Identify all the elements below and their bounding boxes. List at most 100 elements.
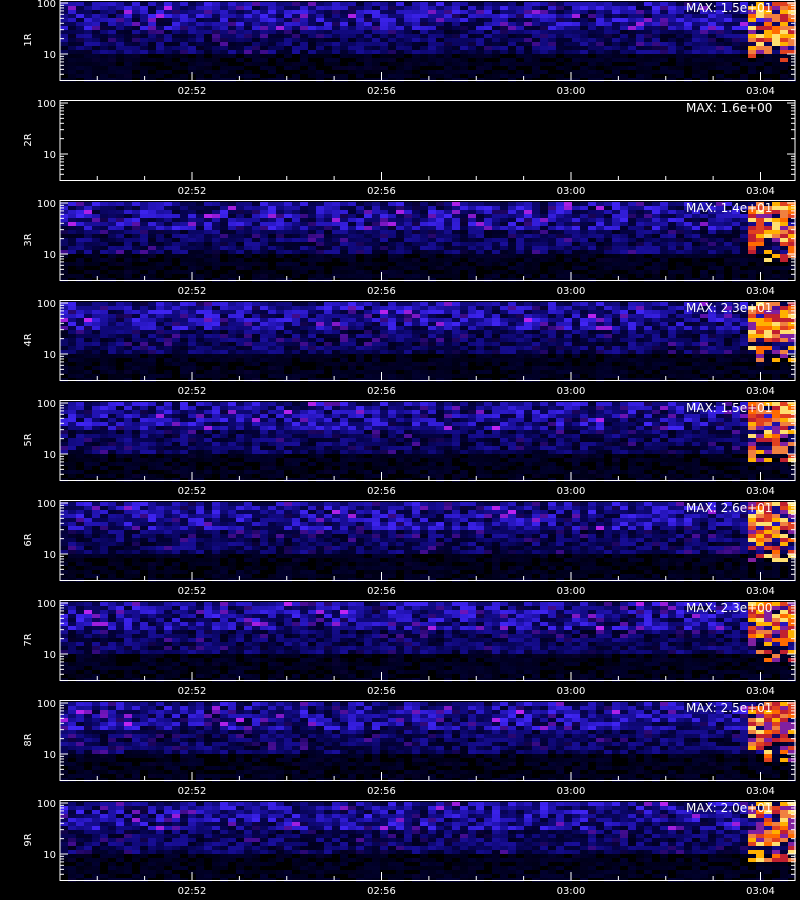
spectrogram-cell (68, 74, 76, 78)
spectrogram-cell (396, 302, 404, 306)
spectrogram-cell (292, 342, 300, 346)
spectrogram-cell (356, 302, 364, 306)
spectrogram-cell (572, 62, 580, 66)
spectrogram-cell (772, 338, 780, 342)
spectrogram-cell (196, 206, 204, 210)
spectrogram-cell (412, 334, 420, 338)
spectrogram-cell (524, 310, 532, 314)
spectrogram-cell (196, 214, 204, 218)
spectrogram-cell (660, 34, 668, 38)
spectrogram-cell (476, 310, 484, 314)
spectrogram-cell (428, 70, 436, 74)
spectrogram-cell (596, 214, 604, 218)
spectrogram-cell (284, 314, 292, 318)
spectrogram-cell (308, 210, 316, 214)
spectrogram-cell (660, 214, 668, 218)
spectrogram-cell (476, 70, 484, 74)
spectrogram-cell (436, 6, 444, 10)
spectrogram-cell (484, 358, 492, 362)
spectrogram-cell (252, 14, 260, 18)
spectrogram-cell (476, 230, 484, 234)
spectrogram-cell (732, 210, 740, 214)
spectrogram-cell (764, 350, 772, 354)
spectrogram-cell (132, 42, 140, 46)
spectrogram-cell (132, 234, 140, 238)
spectrogram-cell (764, 346, 772, 350)
spectrogram-cell (196, 58, 204, 62)
spectrogram-cell (260, 62, 268, 66)
spectrogram-cell (76, 202, 84, 206)
spectrogram-cell (596, 350, 604, 354)
spectrogram-cell (436, 226, 444, 230)
spectrogram-cell (212, 54, 220, 58)
spectrogram-cell (676, 330, 684, 334)
spectrogram-cell (76, 314, 84, 318)
spectrogram-cell (428, 58, 436, 62)
spectrogram-cell (772, 354, 780, 358)
spectrogram-cell (636, 66, 644, 70)
spectrogram-cell (780, 318, 788, 322)
spectrogram-cell (172, 322, 180, 326)
spectrogram-cell (212, 322, 220, 326)
spectrogram-cell (684, 10, 692, 14)
spectrogram-cell (668, 218, 676, 222)
spectrogram-cell (580, 70, 588, 74)
spectrogram-cell (452, 318, 460, 322)
spectrogram-cell (620, 310, 628, 314)
spectrogram-cell (308, 50, 316, 54)
spectrogram-cell (708, 330, 716, 334)
spectrogram-cell (132, 250, 140, 254)
spectrogram-cell (372, 230, 380, 234)
spectrogram-cell (604, 342, 612, 346)
spectrogram-cell (548, 26, 556, 30)
spectrogram-cell (452, 218, 460, 222)
spectrogram-cell (564, 26, 572, 30)
spectrogram-cell (100, 246, 108, 250)
spectrogram-cell (228, 258, 236, 262)
spectrogram-cell (204, 314, 212, 318)
spectrogram-cell (220, 250, 228, 254)
spectrogram-cell (76, 326, 84, 330)
spectrogram-cell (452, 242, 460, 246)
spectrogram-cell (364, 274, 372, 278)
spectrogram-cell (724, 6, 732, 10)
spectrogram-cell (652, 230, 660, 234)
spectrogram-cell (220, 74, 228, 78)
spectrogram-cell (388, 250, 396, 254)
spectrogram-cell (460, 50, 468, 54)
spectrogram-cell (132, 238, 140, 242)
spectrogram-cell (268, 222, 276, 226)
spectrogram-cell (140, 10, 148, 14)
spectrogram-cell (628, 206, 636, 210)
spectrogram-cell (356, 246, 364, 250)
spectrogram-cell (492, 302, 500, 306)
spectrogram-cell (332, 214, 340, 218)
spectrogram-cell (324, 338, 332, 342)
spectrogram-cell (100, 58, 108, 62)
spectrogram-cell (324, 250, 332, 254)
spectrogram-cell (396, 210, 404, 214)
spectrogram-cell (532, 326, 540, 330)
spectrogram-cell (468, 302, 476, 306)
spectrogram-cell (260, 266, 268, 270)
spectrogram-cell (292, 310, 300, 314)
spectrogram-cell (180, 358, 188, 362)
spectrogram-cell (140, 370, 148, 374)
spectrogram-cell (428, 246, 436, 250)
spectrogram-cell (500, 350, 508, 354)
spectrogram-cell (620, 258, 628, 262)
spectrogram-cell (236, 226, 244, 230)
spectrogram-cell (580, 322, 588, 326)
spectrogram-cell (284, 266, 292, 270)
spectrogram-cell (460, 214, 468, 218)
spectrogram-cell (516, 230, 524, 234)
spectrogram-cell (644, 310, 652, 314)
spectrogram-cell (604, 234, 612, 238)
spectrogram-cell (212, 6, 220, 10)
spectrogram-cell (732, 66, 740, 70)
spectrogram-cell (612, 246, 620, 250)
spectrogram-cell (220, 262, 228, 266)
spectrogram-cell (460, 226, 468, 230)
spectrogram-cell (620, 42, 628, 46)
spectrogram-cell (204, 334, 212, 338)
